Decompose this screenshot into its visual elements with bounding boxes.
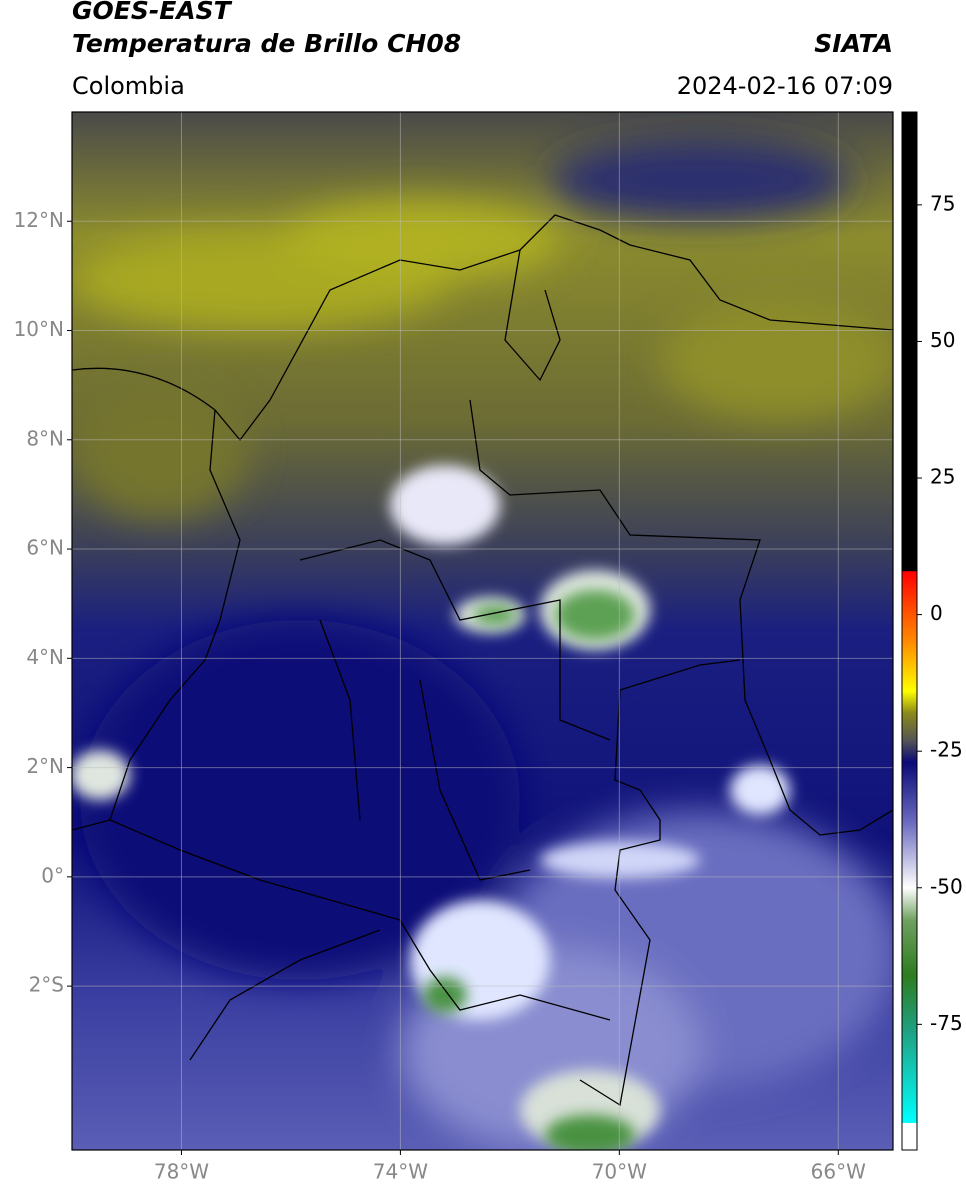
colorbar-tick-label: 75 bbox=[930, 191, 955, 215]
satellite-image bbox=[72, 112, 893, 1150]
graticule bbox=[72, 112, 893, 1150]
title: GOES-EAST bbox=[72, 0, 233, 25]
y-tick-label: 2°N bbox=[26, 754, 64, 778]
colorbar-tick-label: 25 bbox=[930, 465, 955, 489]
colorbar-tick-label: -75 bbox=[930, 1011, 963, 1035]
datetime: 2024-02-16 07:09 bbox=[677, 72, 893, 100]
y-tick-label: 4°N bbox=[26, 645, 64, 669]
colorbar-tick-label: 50 bbox=[930, 328, 955, 352]
colorbar-tick-label: 0 bbox=[930, 601, 943, 625]
y-tick-label: 6°N bbox=[26, 536, 64, 560]
borders bbox=[72, 214, 893, 1107]
map-frame bbox=[71, 111, 894, 1151]
colorbar bbox=[901, 111, 918, 1151]
y-tick-label: 10°N bbox=[14, 317, 64, 341]
y-tick-label: 12°N bbox=[14, 208, 64, 232]
x-tick-label: 78°W bbox=[154, 1160, 209, 1184]
x-tick-label: 66°W bbox=[811, 1160, 866, 1184]
subtitle: Temperatura de Brillo CH08 bbox=[72, 29, 461, 58]
colorbar-tick-label: -50 bbox=[930, 874, 963, 898]
x-tick-label: 70°W bbox=[592, 1160, 647, 1184]
y-tick-label: 0° bbox=[41, 863, 64, 887]
y-tick-label: 8°N bbox=[26, 426, 64, 450]
y-tick-label: 2°S bbox=[29, 973, 64, 997]
source: SIATA bbox=[814, 29, 893, 58]
region: Colombia bbox=[72, 72, 185, 100]
colorbar-tick-label: -25 bbox=[930, 738, 963, 762]
x-tick-label: 74°W bbox=[373, 1160, 428, 1184]
